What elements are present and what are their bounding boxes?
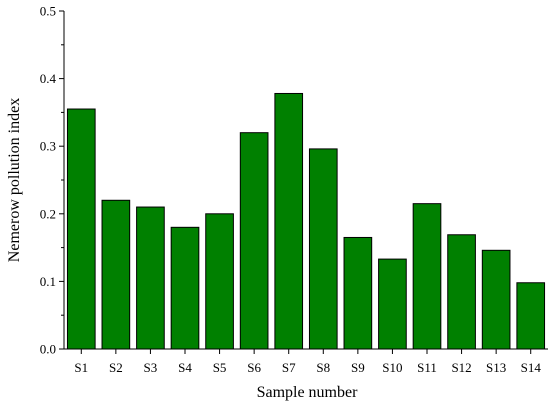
y-tick-label: 0.2 — [40, 206, 56, 221]
bar-S10 — [378, 258, 407, 350]
y-tick-label: 0.4 — [40, 71, 57, 86]
y-axis: 0.0 0.1 0.2 0.3 0.4 0.5 — [40, 4, 65, 357]
bar-S2 — [101, 199, 131, 350]
x-tick-label: S2 — [109, 360, 123, 375]
x-tick-label: S3 — [144, 360, 158, 375]
bar-S7 — [274, 92, 304, 350]
y-axis-title: Nemerow pollution index — [6, 98, 23, 262]
bar-S8 — [308, 148, 338, 350]
bars-group — [66, 92, 546, 350]
bar-S14 — [516, 282, 546, 350]
y-tick-label: 0.0 — [40, 342, 56, 357]
y-tick-label: 0.3 — [40, 139, 56, 154]
x-tick-label: S1 — [74, 360, 88, 375]
x-tick-label: S5 — [213, 360, 227, 375]
x-tick-label: S6 — [247, 360, 261, 375]
bar-S1 — [66, 108, 96, 350]
x-tick-label: S12 — [451, 360, 471, 375]
y-tick-label: 0.1 — [40, 274, 56, 289]
y-tick-label: 0.5 — [40, 4, 56, 19]
bar-S5 — [205, 213, 234, 350]
bar-S13 — [481, 249, 511, 350]
x-axis-title: Sample number — [257, 384, 359, 401]
bar-S12 — [447, 234, 476, 350]
x-tick-label: S8 — [316, 360, 330, 375]
bar-S9 — [343, 236, 373, 350]
x-tick-label: S9 — [351, 360, 365, 375]
x-tick-label: S14 — [521, 360, 542, 375]
x-tick-label: S10 — [382, 360, 402, 375]
x-tick-label: S11 — [417, 360, 437, 375]
bar-S4 — [170, 226, 200, 350]
x-tick-label: S13 — [486, 360, 506, 375]
bar-S11 — [412, 203, 442, 350]
x-tick-label: S7 — [282, 360, 296, 375]
bar-S6 — [239, 132, 269, 350]
x-axis: S1 S2 S3 S4 S5 S6 S7 S8 S9 S10 S11 S12 S13 S14 — [64, 348, 548, 375]
bar-S3 — [136, 206, 165, 350]
x-tick-label: S4 — [178, 360, 192, 375]
